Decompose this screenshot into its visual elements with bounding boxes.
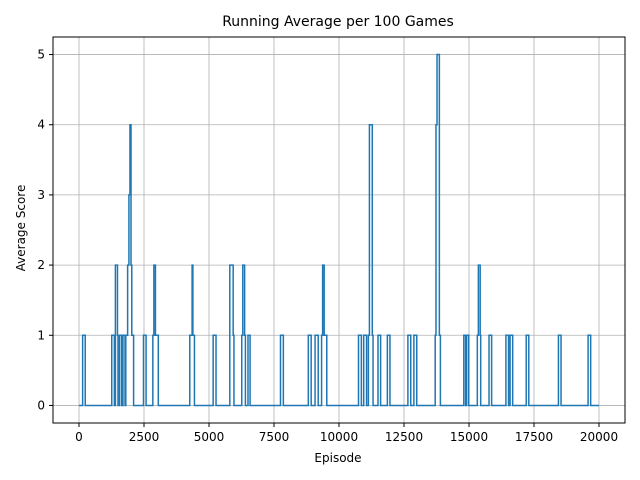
x-tick-label: 17500	[515, 430, 553, 444]
x-tick-label: 10000	[320, 430, 358, 444]
y-tick-label: 1	[37, 328, 45, 342]
x-tick-label: 20000	[580, 430, 618, 444]
x-axis-label: Episode	[314, 451, 361, 465]
y-tick-label: 5	[37, 48, 45, 62]
y-tick-label: 4	[37, 118, 45, 132]
plot-layer	[79, 53, 599, 407]
grid-layer	[53, 37, 625, 423]
y-tick-label: 3	[37, 188, 45, 202]
x-tick-label: 5000	[194, 430, 225, 444]
y-tick-label: 2	[37, 258, 45, 272]
x-axis: 0 2500 5000 7500 10000 12500 15000 17500 20000	[75, 423, 618, 444]
chart-title: Running Average per 100 Games	[222, 14, 454, 30]
x-tick-label: 15000	[450, 430, 488, 444]
y-tick-label: 0	[37, 398, 45, 412]
y-axis: 0 1 2 3 4 5	[37, 48, 53, 412]
y-axis-label: Average Score	[14, 185, 28, 272]
x-tick-label: 0	[75, 430, 83, 444]
x-tick-label: 2500	[129, 430, 160, 444]
series-line	[79, 53, 599, 407]
x-tick-label: 12500	[385, 430, 423, 444]
x-tick-label: 7500	[259, 430, 290, 444]
